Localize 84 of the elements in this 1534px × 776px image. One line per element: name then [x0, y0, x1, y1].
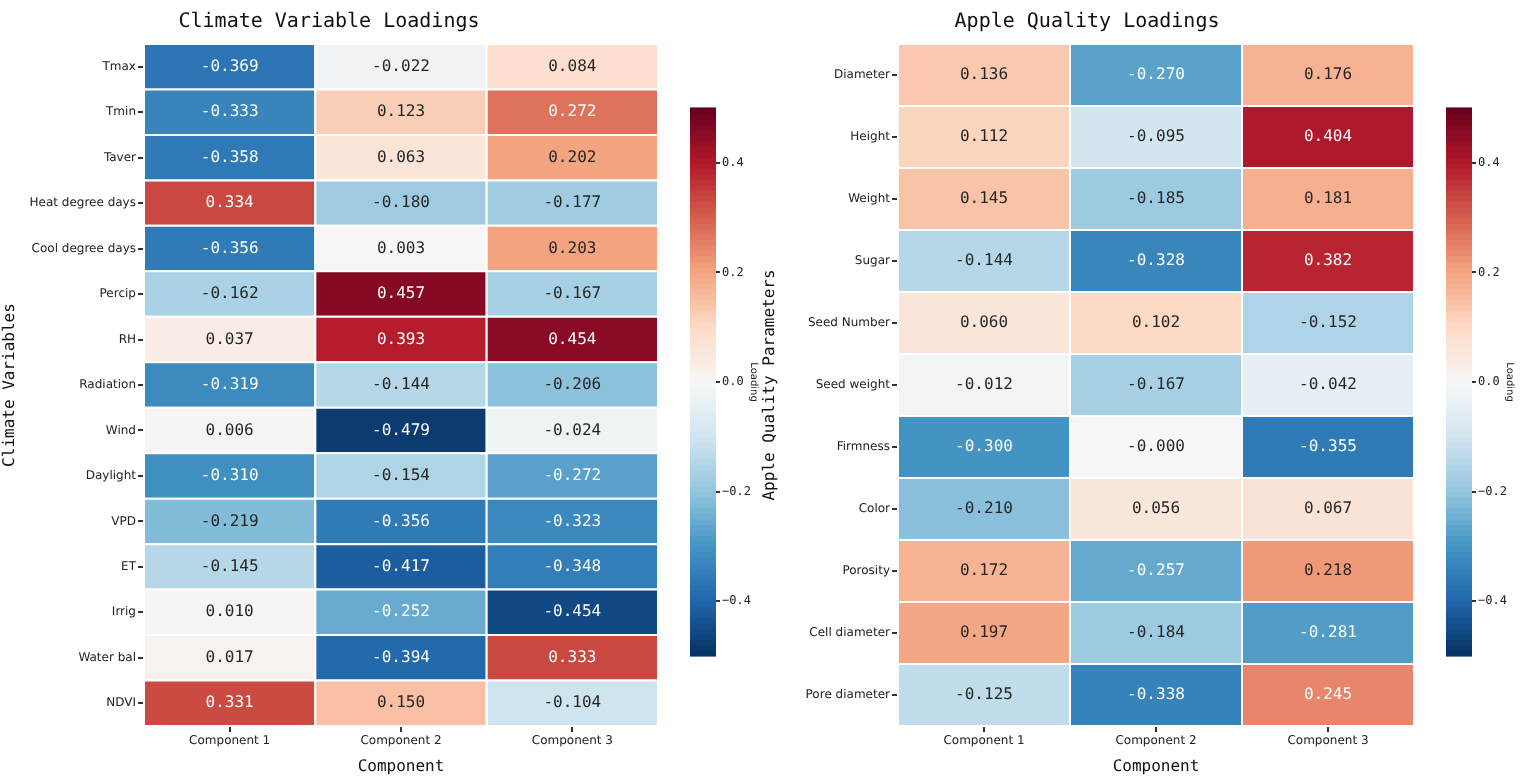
x-axis-title: Component — [357, 756, 445, 775]
data-label: -0.095 — [1127, 127, 1186, 146]
data-label: -0.310 — [200, 466, 259, 485]
data-label: -0.369 — [200, 56, 259, 75]
data-label: 0.003 — [376, 238, 426, 257]
y-axis-title: Climate Variables — [0, 302, 18, 467]
data-label: -0.300 — [955, 437, 1014, 456]
data-label: 0.006 — [205, 420, 255, 439]
data-label: 0.056 — [1131, 499, 1181, 518]
data-label: 0.067 — [1303, 499, 1353, 518]
data-label: -0.252 — [372, 602, 431, 621]
data-label: 0.203 — [548, 238, 597, 257]
data-label: 0.331 — [205, 693, 255, 712]
data-label: -0.454 — [543, 602, 602, 621]
data-label: 0.454 — [548, 329, 597, 348]
data-label: 0.245 — [1303, 685, 1353, 704]
data-label: -0.185 — [1127, 189, 1186, 208]
data-label: -0.184 — [1127, 623, 1186, 642]
data-label: 0.063 — [376, 147, 426, 166]
data-label: -0.144 — [955, 251, 1014, 270]
data-label: -0.281 — [1299, 623, 1358, 642]
data-label: -0.333 — [200, 102, 259, 121]
data-label: -0.000 — [1127, 437, 1186, 456]
data-label: -0.219 — [200, 511, 259, 530]
data-label: -0.328 — [1127, 251, 1186, 270]
data-label: -0.162 — [200, 284, 259, 303]
data-label: 0.060 — [959, 313, 1009, 332]
data-label: -0.417 — [372, 557, 431, 576]
data-label: -0.270 — [1127, 65, 1186, 84]
data-label: 0.382 — [1303, 251, 1353, 270]
data-label: 0.272 — [548, 102, 597, 121]
data-label: -0.319 — [200, 375, 259, 394]
data-label: 0.202 — [548, 147, 597, 166]
data-label: 0.176 — [1303, 65, 1353, 84]
data-label: -0.356 — [372, 511, 431, 530]
data-label: 0.037 — [205, 329, 255, 348]
data-label: 0.017 — [205, 647, 255, 666]
data-label: -0.022 — [372, 56, 431, 75]
data-label: -0.210 — [955, 499, 1014, 518]
data-label: -0.012 — [955, 375, 1014, 394]
data-label: -0.479 — [372, 420, 431, 439]
data-label: -0.355 — [1299, 437, 1358, 456]
data-label: -0.206 — [543, 375, 602, 394]
data-label: -0.272 — [543, 466, 602, 485]
data-label: -0.104 — [543, 693, 602, 712]
y-axis-title: Apple Quality Parameters — [759, 269, 778, 501]
data-label: -0.125 — [955, 685, 1014, 704]
data-label: 0.112 — [959, 127, 1009, 146]
data-label: -0.180 — [372, 193, 431, 212]
data-label: -0.167 — [543, 284, 602, 303]
data-label: 0.145 — [959, 189, 1009, 208]
data-label: 0.393 — [376, 329, 426, 348]
data-label: -0.358 — [200, 147, 259, 166]
data-label: -0.177 — [543, 193, 602, 212]
data-label: -0.356 — [200, 238, 259, 257]
data-label: -0.338 — [1127, 685, 1186, 704]
data-label: 0.334 — [205, 193, 255, 212]
data-label: -0.154 — [372, 466, 431, 485]
data-label: -0.167 — [1127, 375, 1186, 394]
data-label: 0.218 — [1303, 561, 1353, 580]
data-label: 0.181 — [1303, 189, 1353, 208]
data-label: 0.150 — [376, 693, 426, 712]
data-label: 0.457 — [376, 284, 426, 303]
data-label: 0.123 — [376, 102, 426, 121]
data-label: -0.257 — [1127, 561, 1186, 580]
x-axis-title: Component — [1112, 756, 1200, 775]
data-label: 0.404 — [1303, 127, 1353, 146]
data-label: -0.145 — [200, 557, 259, 576]
chart-title: Apple Quality Loadings — [954, 11, 1220, 34]
data-label: 0.102 — [1131, 313, 1181, 332]
data-label: -0.348 — [543, 557, 602, 576]
data-label: 0.010 — [205, 602, 255, 621]
data-label: -0.144 — [372, 375, 431, 394]
data-label: -0.152 — [1299, 313, 1358, 332]
data-label: 0.084 — [548, 56, 597, 75]
data-label: 0.333 — [548, 647, 597, 666]
data-label: 0.172 — [959, 561, 1009, 580]
chart-title: Climate Variable Loadings — [178, 11, 480, 34]
data-label: -0.394 — [372, 647, 431, 666]
data-label: -0.024 — [543, 420, 602, 439]
data-label: -0.323 — [543, 511, 602, 530]
data-label: 0.197 — [959, 623, 1009, 642]
data-label: -0.042 — [1299, 375, 1358, 394]
data-label: 0.136 — [959, 65, 1009, 84]
